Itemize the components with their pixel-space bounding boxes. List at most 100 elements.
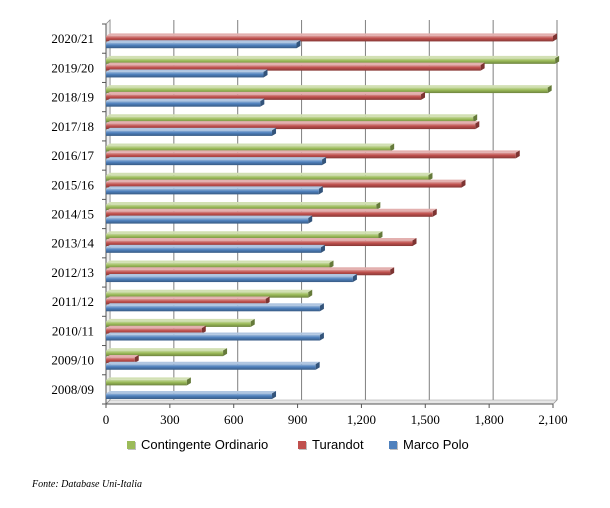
bar-end-face — [428, 172, 433, 181]
bar-front-face — [106, 58, 556, 64]
bar-front-face — [106, 276, 353, 283]
category-label: 2009/10 — [51, 353, 94, 368]
bar-front-face — [106, 321, 251, 327]
bar-front-face — [106, 218, 309, 224]
bar-end-face — [134, 354, 139, 363]
bar-front-face — [106, 269, 391, 276]
bar-contingente-ordinario — [106, 114, 478, 123]
bar-marco-polo — [106, 69, 268, 78]
bar-turandot — [106, 62, 485, 71]
bar-front-face — [106, 211, 433, 217]
bar-top-face — [106, 215, 313, 218]
bar-front-face — [106, 334, 320, 341]
bar-turandot — [106, 267, 395, 276]
bar-turandot — [106, 296, 270, 305]
bar-front-face — [106, 116, 474, 123]
bar-end-face — [308, 215, 313, 224]
legend-label: Contingente Ordinario — [141, 437, 269, 452]
category-label: 2020/21 — [51, 31, 94, 46]
bar-top-face — [106, 361, 320, 365]
bar-contingente-ordinario — [106, 143, 395, 152]
bar-end-face — [461, 179, 466, 188]
bar-top-face — [106, 274, 357, 277]
bar-top-face — [106, 172, 433, 176]
bar-front-face — [106, 35, 553, 42]
bar-front-face — [106, 262, 330, 269]
x-tick-label: 1,500 — [411, 412, 440, 427]
bar-end-face — [376, 202, 381, 210]
bar-contingente-ordinario — [106, 318, 255, 327]
bar-end-face — [390, 267, 395, 276]
bar-end-face — [272, 127, 277, 136]
bar-end-face — [432, 208, 437, 217]
bar-end-face — [260, 98, 265, 107]
bar-top-face — [106, 231, 383, 234]
bar-top-face — [106, 354, 139, 358]
bar-end-face — [390, 143, 395, 152]
legend-swatch — [298, 440, 306, 449]
bar-top-face — [106, 85, 552, 88]
bar-end-face — [318, 186, 323, 195]
bar-top-face — [106, 260, 334, 263]
bar-end-face — [352, 274, 357, 283]
category-label: 2018/19 — [51, 90, 94, 105]
bar-end-face — [515, 150, 520, 159]
category-label: 2019/20 — [51, 60, 94, 75]
legend-item-turandot: Turandot — [298, 437, 364, 452]
bar-end-face — [553, 33, 557, 42]
bar-marco-polo — [106, 361, 320, 370]
bar-end-face — [223, 348, 228, 357]
bar-end-face — [473, 114, 478, 123]
bar-end-face — [263, 69, 268, 78]
legend: Contingente Ordinario Turandot Marco Pol… — [0, 437, 610, 457]
bar-contingente-ordinario — [106, 231, 383, 240]
bar-front-face — [106, 94, 422, 100]
bar-turandot — [106, 91, 426, 100]
bars — [106, 33, 560, 399]
category-label: 2014/15 — [51, 207, 94, 222]
category-label: 2008/09 — [51, 382, 94, 397]
x-tick-label: 1,800 — [475, 412, 504, 427]
bar-front-face — [106, 379, 187, 386]
bar-top-face — [106, 150, 520, 153]
x-tick-label: 600 — [224, 412, 244, 427]
bar-top-face — [106, 318, 255, 322]
category-label: 2010/11 — [52, 323, 94, 338]
bar-end-face — [322, 157, 327, 166]
bar-contingente-ordinario — [106, 202, 381, 210]
x-tick-label: 300 — [160, 412, 180, 427]
bar-front-face — [106, 152, 516, 159]
bar-end-face — [547, 85, 552, 94]
bar-end-face — [555, 55, 560, 64]
bar-end-face — [296, 40, 301, 49]
bar-top-face — [106, 40, 301, 43]
x-tick-label: 900 — [288, 412, 308, 427]
bar-turandot — [106, 179, 466, 188]
bar-front-face — [106, 305, 320, 312]
bar-marco-polo — [106, 303, 324, 312]
bar-contingente-ordinario — [106, 55, 560, 64]
bar-front-face — [106, 393, 273, 399]
bar-end-face — [480, 62, 485, 71]
bar-turandot — [106, 238, 417, 247]
bar-end-face — [319, 303, 324, 312]
bar-top-face — [106, 303, 324, 306]
bar-marco-polo — [106, 274, 357, 283]
bar-end-face — [412, 238, 417, 247]
bar-end-face — [272, 390, 277, 399]
bar-top-face — [106, 325, 206, 329]
bar-front-face — [106, 181, 462, 188]
bar-top-face — [106, 377, 191, 380]
bar-top-face — [106, 179, 466, 182]
x-tick-label: 1,200 — [347, 412, 376, 427]
bar-front-face — [106, 188, 319, 195]
legend-item-contingente-ordinario: Contingente Ordinario — [127, 437, 268, 452]
bar-front-face — [106, 292, 309, 298]
bar-front-face — [106, 159, 323, 166]
bar-top-face — [106, 55, 560, 59]
bar-turandot — [106, 150, 520, 159]
bar-top-face — [106, 121, 480, 124]
bar-front-face — [106, 357, 135, 363]
category-label: 2016/17 — [51, 148, 94, 163]
category-label: 2011/12 — [52, 294, 94, 309]
